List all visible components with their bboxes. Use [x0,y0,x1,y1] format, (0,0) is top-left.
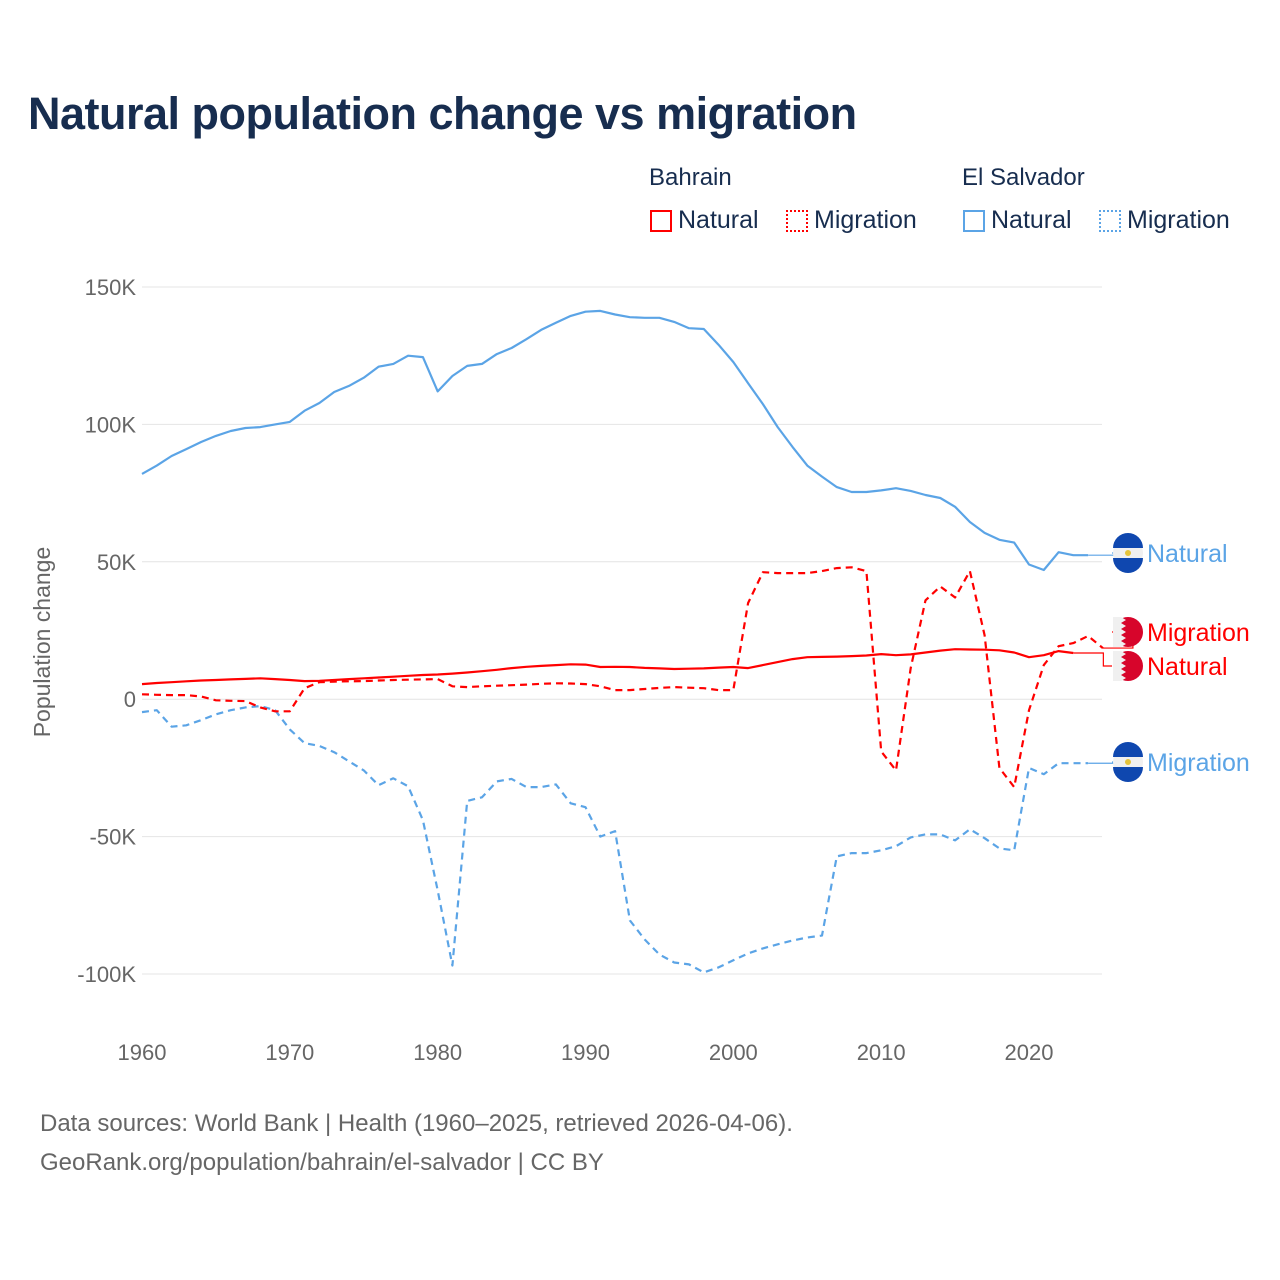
series-end-label: Natural [1147,653,1228,681]
legend-swatch-solid-blue [963,209,985,232]
flag-emblem [1125,550,1131,556]
x-tick-label: 1990 [561,1040,610,1065]
flag-blue-top [1113,742,1143,757]
series-end-label: Migration [1147,749,1250,777]
legend-swatch-solid-red [650,209,672,232]
flag-blue-top [1113,533,1143,548]
flag-white-serration [1113,651,1126,681]
legend-swatch-dotted-blue [1099,209,1121,232]
series-end-label: Natural [1147,540,1228,568]
el-salvador-flag-icon [1113,533,1143,573]
x-tick-label: 2000 [709,1040,758,1065]
end-label-connector [1073,652,1112,667]
x-tick-label: 2020 [1005,1040,1054,1065]
series-line-bahrain-natural [141,648,1074,686]
footer-attribution: GeoRank.org/population/bahrain/el-salvad… [40,1149,604,1176]
x-tick-label: 1960 [118,1040,167,1065]
legend-label: Migration [814,206,917,234]
flag-emblem [1125,759,1131,765]
y-tick-label: -50K [90,825,137,850]
legend-bahrain-migration[interactable]: Migration [786,206,917,235]
legend-bahrain-natural[interactable]: Natural [650,206,759,235]
flag-blue-bottom [1113,767,1143,782]
y-tick-label: 150K [85,275,137,300]
el-salvador-flag-icon [1113,742,1143,782]
footer-sources: Data sources: World Bank | Health (1960–… [40,1110,793,1137]
legend-el-salvador-migration[interactable]: Migration [1099,206,1230,235]
y-tick-label: -100K [77,962,136,987]
flag-blue-bottom [1113,558,1143,573]
y-tick-label: 100K [85,412,137,437]
y-axis-label: Population change [29,547,55,738]
legend-swatch-dotted-red [786,209,808,232]
series-line-el-salvador-natural [141,309,1089,572]
legend-label: Natural [678,206,759,234]
x-tick-label: 1980 [413,1040,462,1065]
series-end-label: Migration [1147,619,1250,647]
legend-group-el-salvador: El Salvador [962,164,1085,191]
x-tick-label: 2010 [857,1040,906,1065]
x-tick-label: 1970 [265,1040,314,1065]
series-line-bahrain-migration [141,566,1104,789]
bahrain-flag-icon [1113,617,1143,647]
chart-title: Natural population change vs migration [28,88,857,139]
y-tick-label: 50K [97,550,136,575]
legend-group-bahrain: Bahrain [649,164,732,191]
legend-el-salvador-natural[interactable]: Natural [963,206,1072,235]
flag-white-serration [1113,617,1126,647]
bahrain-flag-icon [1113,651,1143,681]
legend-label: Migration [1127,206,1230,234]
legend-label: Natural [991,206,1072,234]
series-line-el-salvador-migration [141,705,1089,974]
y-tick-label: 0 [124,687,136,712]
